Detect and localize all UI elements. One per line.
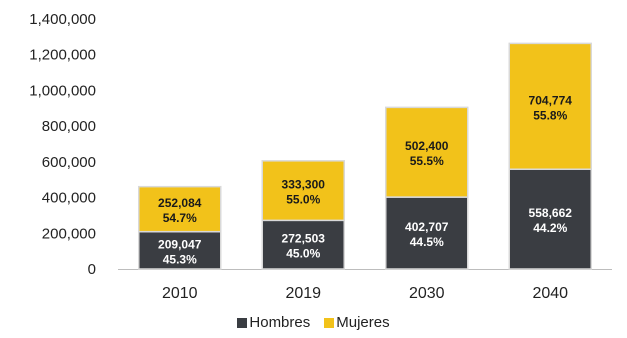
legend-swatch-hombres xyxy=(237,317,248,328)
data-label-percent: 54.7% xyxy=(163,211,197,225)
x-tick-label: 2019 xyxy=(285,285,321,302)
data-label-value: 704,774 xyxy=(529,93,573,107)
bar-mujeres-2030 xyxy=(385,106,469,198)
legend-item-hombres: Hombres xyxy=(237,314,310,331)
legend-swatch-mujeres xyxy=(324,317,335,328)
data-label-percent: 44.2% xyxy=(533,221,567,235)
bar-mujeres-2010 xyxy=(138,185,222,233)
bar-mujeres-2019 xyxy=(261,160,345,222)
data-label-value: 252,084 xyxy=(158,196,202,210)
bar-hombres-2010 xyxy=(138,230,222,270)
data-label-value: 402,707 xyxy=(405,220,449,234)
y-tick-label: 1,200,000 xyxy=(29,47,96,64)
data-label-percent: 55.0% xyxy=(286,193,320,207)
y-tick-label: 600,000 xyxy=(42,154,96,171)
y-tick-label: 1,400,000 xyxy=(29,11,96,28)
data-label-percent: 55.5% xyxy=(410,154,444,168)
y-tick-label: 800,000 xyxy=(42,118,96,135)
y-tick-label: 1,000,000 xyxy=(29,82,96,99)
data-label-percent: 44.5% xyxy=(410,235,444,249)
legend-label-mujeres: Mujeres xyxy=(336,314,390,331)
data-label-value: 558,662 xyxy=(529,206,573,220)
y-tick-label: 0 xyxy=(88,261,96,278)
x-tick-label: 2010 xyxy=(162,285,198,302)
bar-hombres-2040 xyxy=(508,168,592,270)
x-tick-label: 2040 xyxy=(532,285,568,302)
data-label-percent: 45.0% xyxy=(286,247,320,261)
chart-legend: Hombres Mujeres xyxy=(0,314,627,331)
bar-hombres-2030 xyxy=(385,196,469,270)
bar-mujeres-2040 xyxy=(508,42,592,170)
x-tick-label: 2030 xyxy=(409,285,445,302)
data-label-value: 502,400 xyxy=(405,139,449,153)
data-label-percent: 45.3% xyxy=(163,252,197,266)
y-tick-label: 400,000 xyxy=(42,190,96,207)
y-tick-label: 200,000 xyxy=(42,225,96,242)
data-label-percent: 55.8% xyxy=(533,108,567,122)
data-label-value: 333,300 xyxy=(282,178,326,192)
data-label-value: 272,503 xyxy=(282,232,326,246)
legend-label-hombres: Hombres xyxy=(249,314,311,331)
legend-item-mujeres: Mujeres xyxy=(324,314,390,331)
data-label-value: 209,047 xyxy=(158,237,202,251)
